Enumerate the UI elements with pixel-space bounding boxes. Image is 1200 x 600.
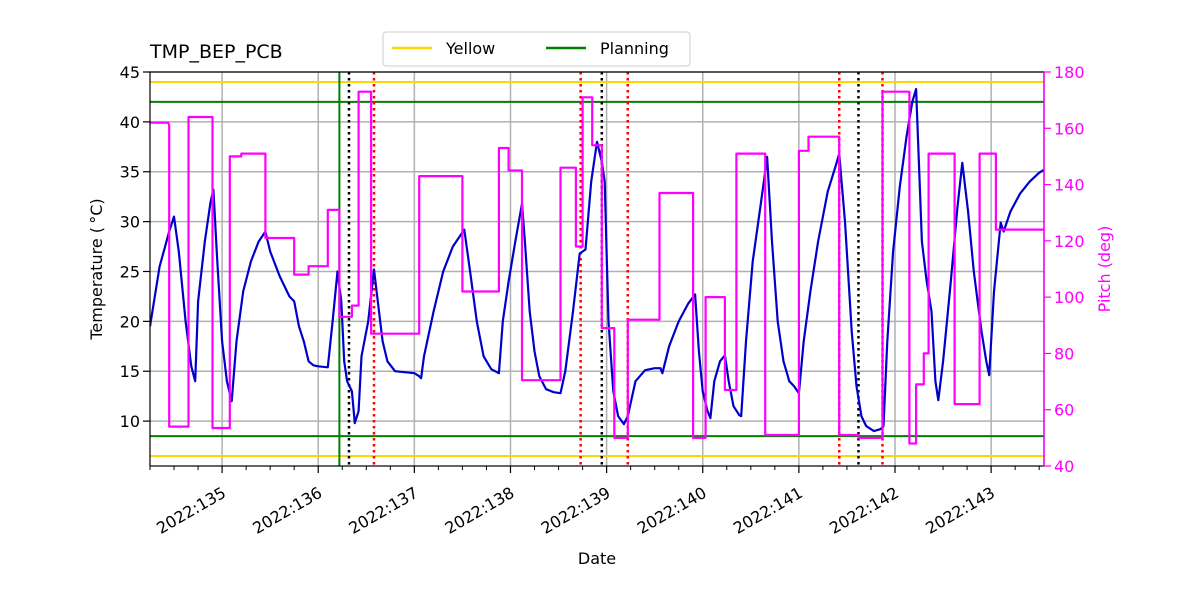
y-tick-label: 35: [120, 163, 140, 182]
y2-tick-label: 160: [1054, 119, 1085, 138]
y2-axis-label: Pitch (deg): [1095, 226, 1114, 313]
y2-tick-label: 80: [1054, 344, 1074, 363]
y-tick-label: 40: [120, 113, 140, 132]
legend-box: [382, 31, 691, 67]
pitch-series-line: [150, 90, 1044, 445]
data-series: [150, 87, 1044, 445]
chart-title: TMP_BEP_PCB: [149, 41, 283, 63]
y-tick-label: 30: [120, 213, 140, 232]
y2-tick-label: 180: [1054, 63, 1085, 82]
y-axis-label: Temperature ( °C): [87, 198, 106, 340]
grid-lines: [150, 71, 1044, 466]
x-axis-label: Date: [578, 549, 616, 568]
legend-label-planning: Planning: [600, 39, 669, 58]
y2-tick-label: 60: [1054, 401, 1074, 420]
y-tick-label: 25: [120, 262, 140, 281]
y-axis-left: 10 15 20 25 30 35 40 45: [120, 63, 150, 431]
y2-tick-label: 140: [1054, 176, 1085, 195]
legend-label-yellow: Yellow: [445, 39, 495, 58]
y-tick-label: 45: [120, 63, 140, 82]
y2-tick-label: 40: [1054, 457, 1074, 476]
legend: Yellow Planning: [382, 31, 691, 67]
y-tick-label: 10: [120, 412, 140, 431]
y-tick-label: 20: [120, 312, 140, 331]
temperature-series-line: [150, 87, 1044, 433]
y-tick-label: 15: [120, 362, 140, 381]
y2-tick-label: 120: [1054, 232, 1085, 251]
y2-tick-label: 100: [1054, 288, 1085, 307]
y-axis-right: 40 60 80 100 120 140 160 180: [1043, 63, 1085, 476]
